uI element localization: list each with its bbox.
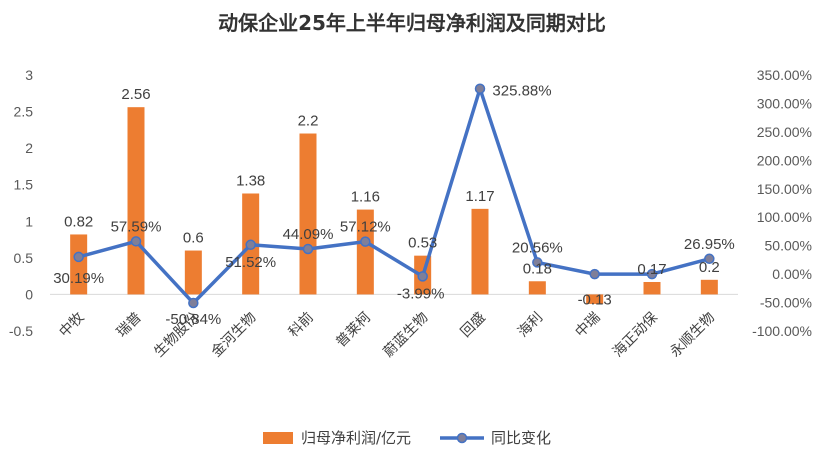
bar — [299, 133, 317, 295]
chart-title: 动保企业25年上半年归母净利润及同期对比 — [218, 11, 606, 35]
line-data-label: 325.88% — [492, 83, 551, 100]
bar — [528, 281, 546, 295]
line-data-label: 57.59% — [111, 218, 162, 235]
bar — [184, 250, 202, 295]
x-category-label: 中牧 — [56, 310, 87, 341]
y-right-tick-label: 50.00% — [765, 238, 812, 254]
line-point — [188, 297, 199, 309]
legend: 归母净利润/亿元 同比变化 — [263, 429, 551, 447]
line-point — [360, 236, 371, 247]
y-right-tick-label: 250.00% — [757, 124, 812, 140]
line-data-label: 57.12% — [340, 219, 391, 236]
bar-data-label: 1.16 — [351, 189, 380, 206]
y-left-tick-label: 2 — [25, 140, 33, 156]
x-category-label: 科前 — [285, 309, 317, 341]
line-data-label: -50.84% — [165, 311, 221, 328]
y-right-tick-label: 200.00% — [757, 152, 812, 168]
bar — [471, 208, 489, 295]
bar-data-label: 2.56 — [121, 86, 150, 103]
line-data-label: 44.09% — [283, 226, 334, 243]
x-category-label: 海利 — [515, 310, 546, 341]
bar — [127, 107, 145, 295]
y-right-tick-label: 150.00% — [757, 181, 812, 197]
y-left-tick-label: 0 — [25, 286, 33, 302]
bar — [356, 209, 374, 295]
bar-data-label: -0.13 — [578, 291, 612, 308]
bar-data-label: 2.2 — [298, 113, 319, 130]
line-point — [73, 251, 84, 263]
y-right-tick-label: 350.00% — [757, 67, 812, 83]
x-category-label: 永顺生物 — [667, 310, 718, 361]
line-point — [245, 239, 256, 251]
legend-line-label: 同比变化 — [491, 429, 551, 447]
line-point — [704, 253, 715, 265]
bar-data-label: 1.38 — [236, 172, 265, 189]
y-left-tick-label: 0.5 — [14, 250, 34, 266]
data-labels: 0.82 2.56 0.6 1.38 2.2 1.16 0.53 1.17 0.18 -0.13 0… — [53, 83, 735, 328]
y-right-tick-label: -100.00% — [752, 323, 812, 339]
line-data-label: 30.19% — [53, 270, 104, 287]
bar-data-label: 0.17 — [637, 261, 666, 278]
y-right-tick-label: 100.00% — [757, 209, 812, 225]
y-right-tick-label: 0.00% — [772, 266, 812, 282]
line-data-label: 20.56% — [512, 239, 563, 256]
line-path — [78, 86, 710, 305]
bar-data-label: 0.53 — [408, 235, 437, 252]
bar-data-label: 0.2 — [699, 259, 720, 276]
line-point — [532, 257, 543, 268]
legend-line-marker — [456, 432, 468, 444]
x-category-label: 中瑞 — [572, 310, 603, 341]
y-left-tick-label: 1 — [25, 213, 33, 229]
y-right-tick-label: -50.00% — [760, 295, 812, 311]
legend-bar-label: 归母净利润/亿元 — [301, 429, 411, 447]
x-category-label: 瑞普 — [114, 310, 145, 341]
x-category-label: 海正动保 — [610, 310, 661, 361]
y-left-tick-label: 1.5 — [14, 177, 34, 193]
line-point — [646, 268, 658, 280]
legend-bar-swatch — [263, 432, 293, 444]
bar-data-label: 0.18 — [523, 260, 552, 277]
bar-data-label: 0.82 — [64, 213, 93, 230]
x-category-label: 普莱柯 — [333, 310, 374, 351]
y-left-tick-label: -0.5 — [9, 323, 33, 339]
line-data-label: 51.52% — [225, 254, 276, 271]
line-data-label: -3.99% — [397, 285, 445, 302]
line-point — [302, 243, 314, 255]
x-category-label: 蔚蓝生物 — [381, 310, 432, 361]
line-point — [474, 83, 486, 94]
bar — [700, 279, 718, 295]
y-left-tick-label: 3 — [25, 67, 33, 83]
y-right-tick-label: 300.00% — [757, 95, 812, 111]
line-point — [589, 268, 600, 280]
bar — [643, 281, 661, 295]
line-point — [130, 236, 142, 247]
line-series — [73, 83, 715, 309]
bar-data-label: 1.17 — [465, 188, 494, 205]
x-category-label: 回盛 — [458, 310, 489, 341]
bar — [586, 294, 604, 304]
bar-data-label: 0.6 — [183, 230, 204, 247]
y-left-tick-label: 2.5 — [14, 104, 34, 120]
line-data-label: 26.95% — [684, 236, 735, 253]
line-point — [417, 271, 428, 282]
bar — [70, 234, 88, 295]
